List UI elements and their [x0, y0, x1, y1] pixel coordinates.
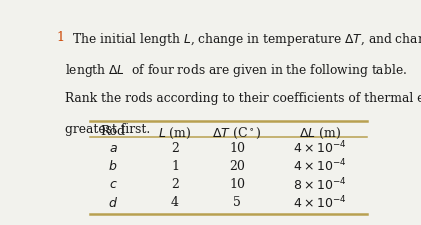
Text: Rod: Rod: [101, 125, 125, 138]
Text: $d$: $d$: [108, 195, 118, 209]
Text: 1: 1: [171, 159, 179, 172]
Text: greatest first.: greatest first.: [65, 122, 150, 135]
Text: length $\Delta L$  of four rods are given in the following table.: length $\Delta L$ of four rods are given…: [65, 62, 407, 79]
Text: Rank the rods according to their coefficients of thermal expansion,: Rank the rods according to their coeffic…: [65, 92, 421, 105]
Text: 2: 2: [171, 177, 179, 190]
Text: 5: 5: [233, 196, 241, 208]
Text: $8 \times 10^{-4}$: $8 \times 10^{-4}$: [293, 176, 347, 192]
Text: 4: 4: [171, 196, 179, 208]
Text: $4 \times 10^{-4}$: $4 \times 10^{-4}$: [293, 194, 347, 210]
Text: $4 \times 10^{-4}$: $4 \times 10^{-4}$: [293, 139, 347, 156]
Text: $\Delta L$ (m): $\Delta L$ (m): [299, 125, 341, 140]
Text: 1: 1: [56, 31, 64, 44]
Text: 20: 20: [229, 159, 245, 172]
Text: $4 \times 10^{-4}$: $4 \times 10^{-4}$: [293, 157, 347, 174]
Text: $L$ (m): $L$ (m): [158, 125, 192, 140]
Text: 10: 10: [229, 177, 245, 190]
Text: 2: 2: [171, 141, 179, 154]
Text: $\Delta T$ (C$^\circ$): $\Delta T$ (C$^\circ$): [212, 125, 262, 140]
Text: $b$: $b$: [108, 159, 117, 173]
Text: 10: 10: [229, 141, 245, 154]
Text: $a$: $a$: [109, 141, 117, 154]
Text: The initial length $L$, change in temperature $\Delta T$, and change in: The initial length $L$, change in temper…: [65, 31, 421, 48]
Text: $c$: $c$: [109, 177, 117, 190]
